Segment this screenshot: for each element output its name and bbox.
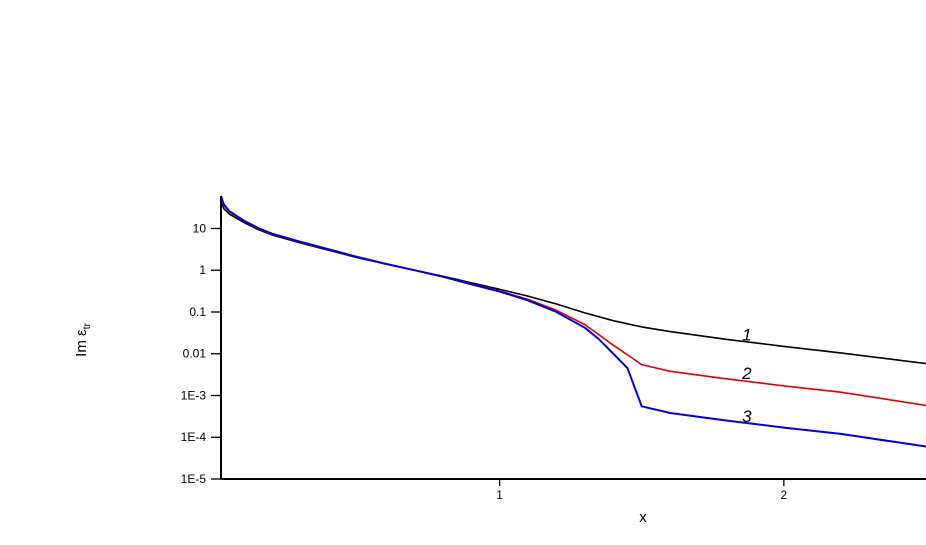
y-axis-title: Im εtr (73, 323, 93, 357)
series-1-label: 1 (742, 325, 751, 344)
series-2-line (220, 197, 926, 407)
curve-labels: 1 2 3 (741, 325, 752, 426)
series-2-label: 2 (741, 364, 752, 383)
x-axis-title: x (639, 509, 647, 526)
curves-layer (220, 195, 926, 448)
x-tick-label: 2 (781, 488, 788, 502)
series-3-label: 3 (742, 407, 752, 426)
y-tick-label: 0.01 (183, 347, 207, 361)
y-axis-title-group: Im εtr (73, 323, 93, 357)
y-axis-title-main: Im ε (73, 329, 90, 357)
series-3-line (220, 195, 926, 448)
y-tick-label: 10 (193, 221, 207, 235)
y-axis-title-sub: tr (82, 323, 93, 330)
y-tick-label: 1E-4 (181, 430, 207, 444)
y-tick-label: 1 (199, 263, 206, 277)
x-tick-label: 1 (496, 488, 503, 502)
y-ticks: 10 1 0.1 0.01 1E-3 1E-4 1E-5 (181, 221, 221, 486)
series-1-line (220, 200, 926, 365)
y-tick-label: 1E-5 (181, 472, 207, 486)
y-tick-label: 1E-3 (181, 388, 207, 402)
y-tick-label: 0.1 (189, 305, 206, 319)
